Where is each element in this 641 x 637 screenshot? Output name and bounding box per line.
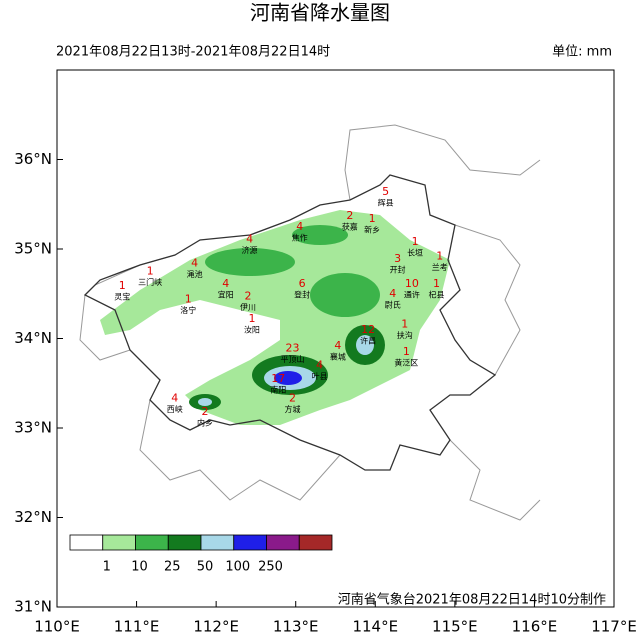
station-name: 方城 <box>285 404 301 414</box>
x-tick-label: 114°E <box>352 618 398 636</box>
station-value: 1 <box>147 265 154 278</box>
station-value: 4 <box>316 359 323 372</box>
legend-label: 100 <box>225 560 250 575</box>
station-value: 1 <box>185 292 192 305</box>
legend-swatch <box>200 534 235 551</box>
station-name: 伊川 <box>240 302 256 312</box>
station-name: 焦作 <box>292 232 308 242</box>
station-value: 5 <box>382 185 389 198</box>
station-name: 长垣 <box>407 248 423 258</box>
y-tick-label: 31°N <box>14 598 52 616</box>
x-tick-label: 115°E <box>432 618 478 636</box>
province-border <box>83 174 497 471</box>
station-name: 获嘉 <box>342 222 358 232</box>
station-name: 叶县 <box>312 372 328 381</box>
station-value: 12 <box>361 323 375 336</box>
station-value: 23 <box>286 342 300 355</box>
station-name: 许昌 <box>360 335 376 345</box>
station-name: 尉氏 <box>385 300 401 310</box>
station-value: 1 <box>433 277 440 290</box>
station-name: 扶沟 <box>397 330 413 340</box>
legend-label: 50 <box>197 560 214 575</box>
station-name: 兰考 <box>432 262 448 272</box>
legend-label: 10 <box>131 560 148 575</box>
station-name: 襄城 <box>330 351 346 361</box>
station-name: 杞县 <box>429 290 445 300</box>
station-value: 17 <box>271 372 285 385</box>
station-value: 2 <box>289 392 296 405</box>
legend-swatch <box>102 534 136 551</box>
station-value: 2 <box>244 290 251 303</box>
y-tick-label: 35°N <box>14 240 52 258</box>
station-name: 西峡 <box>167 404 183 414</box>
station-name: 通许 <box>404 290 420 300</box>
station-name: 新乡 <box>364 224 380 234</box>
station-name: 济源 <box>242 245 258 255</box>
station-value: 4 <box>296 220 303 233</box>
legend-label: 250 <box>258 560 283 575</box>
x-tick-label: 111°E <box>114 618 160 636</box>
station-value: 1 <box>401 317 408 330</box>
station-value: 4 <box>171 392 178 405</box>
legend-swatch <box>266 534 300 551</box>
y-tick-label: 32°N <box>14 508 52 526</box>
station-name: 辉县 <box>378 198 394 207</box>
station-value: 1 <box>436 249 443 262</box>
station-value: 1 <box>119 279 126 292</box>
station-value: 4 <box>222 277 229 290</box>
legend-swatch <box>135 534 169 551</box>
legend-swatch <box>167 534 202 551</box>
station-name: 汝阳 <box>244 325 260 335</box>
x-tick-label: 116°E <box>512 618 558 636</box>
station-value: 2 <box>346 209 353 222</box>
x-tick-label: 110°E <box>34 618 80 636</box>
station-value: 3 <box>394 252 401 265</box>
station-value: 4 <box>389 287 396 300</box>
y-tick-label: 36°N <box>14 150 52 168</box>
station-value: 1 <box>412 235 419 248</box>
station-name: 三门峡 <box>138 277 162 287</box>
legend-label: 1 <box>103 560 111 575</box>
station-value: 1 <box>248 312 255 325</box>
x-tick-label: 117°E <box>591 618 637 636</box>
unit: 单位: mm <box>552 45 612 60</box>
legend-swatch <box>69 534 104 551</box>
time-range: 2021年08月22日13时-2021年08月22日14时 <box>56 45 330 60</box>
station-value: 6 <box>299 277 306 290</box>
axis-ticks: 110°E 111°E 112°E 113°E 114°E 115°E 116°E 117°E… <box>14 150 637 636</box>
footer: 河南省气象台2021年08月22日14时10分制作 <box>338 592 606 608</box>
legend-label: 25 <box>164 560 181 575</box>
legend: 1 10 25 50 100 250 <box>62 528 342 580</box>
y-tick-label: 34°N <box>14 329 52 347</box>
station-value: 4 <box>334 339 341 352</box>
station-name: 开封 <box>390 265 406 275</box>
station-name: 平顶山 <box>281 354 305 364</box>
y-tick-label: 33°N <box>14 419 52 437</box>
station-value: 4 <box>246 232 253 245</box>
legend-swatch <box>233 534 267 551</box>
map-title: 河南省降水量图 <box>250 1 390 25</box>
station-value: 10 <box>405 277 419 290</box>
legend-swatch <box>298 534 333 551</box>
station-name: 灵宝 <box>114 291 130 301</box>
station-name: 内乡 <box>197 418 213 428</box>
station-value: 1 <box>369 212 376 225</box>
station-value: 1 <box>403 345 410 358</box>
station-value: 4 <box>191 257 198 270</box>
station-name: 南阳 <box>270 385 286 395</box>
precip-shading <box>100 210 450 425</box>
station-name: 黄泛区 <box>394 358 418 368</box>
station-name: 登封 <box>294 290 310 300</box>
station-name: 渑池 <box>187 269 203 279</box>
station-name: 宜阳 <box>218 290 234 300</box>
x-tick-label: 113°E <box>273 618 319 636</box>
x-tick-label: 112°E <box>193 618 239 636</box>
station-value: 2 <box>202 405 209 418</box>
station-name: 洛宁 <box>180 305 196 315</box>
